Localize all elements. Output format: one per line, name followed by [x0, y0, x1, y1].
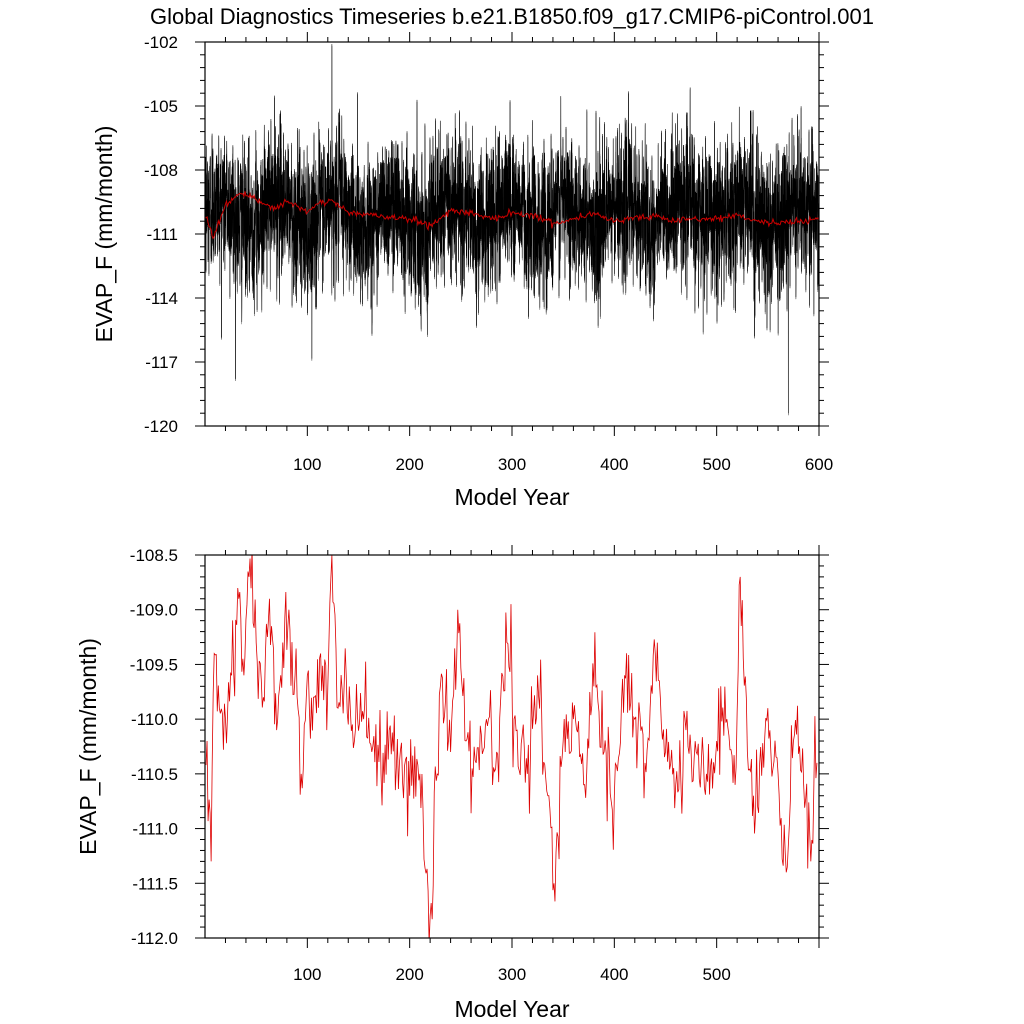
bottom-panel: 100 200 300 400 500 -112.0 -111.5 -111.0 -110.5 -… — [75, 545, 829, 1022]
y-tick-label: -102 — [144, 33, 178, 52]
y-tick-label: -109.0 — [130, 601, 178, 620]
annual-series-line — [205, 191, 819, 240]
top-panel: 100 200 300 400 500 600 -120 -117 -114 -111 -108 -1… — [91, 32, 833, 510]
monthly-series-path — [205, 44, 819, 414]
plot-frame — [204, 554, 820, 939]
annual-series-line — [205, 555, 818, 938]
x-tick-label: 300 — [498, 965, 526, 984]
y-tick-label: -109.5 — [130, 655, 178, 674]
y-tick-label: -108.5 — [130, 546, 178, 565]
x-tick-label: 500 — [702, 965, 730, 984]
y-tick-label: -114 — [145, 289, 178, 308]
y-tick-label: -105 — [144, 97, 178, 116]
y-tick-label: -108 — [144, 161, 178, 180]
monthly-series-line — [205, 44, 819, 416]
y-tick-label: -112.0 — [131, 929, 178, 948]
annual-series-path — [205, 191, 819, 240]
x-axis-title: Model Year — [454, 484, 569, 510]
y-axis-title: EVAP_F (mm/month) — [75, 638, 101, 855]
annual-series-path — [205, 555, 818, 938]
y-tick-label: -110.5 — [131, 765, 178, 784]
x-tick-label: 600 — [805, 455, 833, 474]
y-axis-title: EVAP_F (mm/month) — [91, 126, 117, 343]
y-tick-label: -120 — [144, 417, 178, 436]
x-axis-title: Model Year — [454, 996, 569, 1022]
figure-title: Global Diagnostics Timeseries b.e21.B185… — [150, 4, 874, 29]
y-tick-label: -111.5 — [132, 874, 178, 893]
y-tick-label: -111.0 — [132, 820, 178, 839]
x-tick-label: 400 — [600, 965, 628, 984]
x-tick-label: 400 — [600, 455, 628, 474]
x-tick-label: 300 — [498, 455, 526, 474]
y-tick-label: -117 — [145, 353, 178, 372]
x-tick-label: 200 — [395, 455, 423, 474]
x-tick-label: 100 — [293, 965, 321, 984]
y-tick-label: -110.0 — [131, 710, 178, 729]
x-tick-label: 200 — [395, 965, 423, 984]
x-tick-label: 100 — [293, 455, 321, 474]
y-tick-label: -111 — [146, 225, 178, 244]
x-tick-label: 500 — [702, 455, 730, 474]
